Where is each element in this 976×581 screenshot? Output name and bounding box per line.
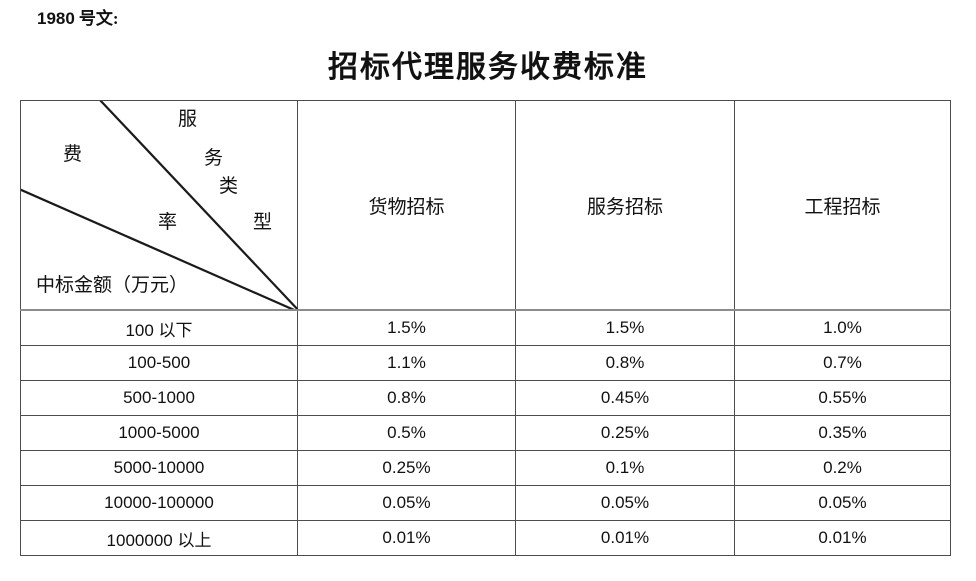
column-header-engineering: 工程招标 xyxy=(734,100,951,311)
goods-rate-cell: 0.25% xyxy=(297,450,516,486)
table-row: 1000-5000 0.5% 0.25% 0.35% xyxy=(20,415,951,451)
engineering-rate-cell: 0.2% xyxy=(734,450,951,486)
services-rate-cell: 0.01% xyxy=(515,520,735,556)
table-row: 1000000 以上 0.01% 0.01% 0.01% xyxy=(20,520,951,556)
amount-range-cell: 1000000 以上 xyxy=(20,520,298,556)
diagonal-line-lower xyxy=(21,188,295,309)
diagonal-line-upper xyxy=(99,101,298,309)
table-row: 500-1000 0.8% 0.45% 0.55% xyxy=(20,380,951,416)
table-row: 100-500 1.1% 0.8% 0.7% xyxy=(20,345,951,381)
services-rate-cell: 0.05% xyxy=(515,485,735,521)
column-header-goods: 货物招标 xyxy=(297,100,516,311)
column-header-services: 服务招标 xyxy=(515,100,735,311)
corner-rate-char: 率 xyxy=(158,212,178,233)
engineering-rate-cell: 0.7% xyxy=(734,345,951,381)
fee-standard-table: 服 务 类 型 费 率 中标金额（万元） 货物招标 服务招标 工程招标 100 … xyxy=(20,100,951,556)
services-rate-cell: 0.1% xyxy=(515,450,735,486)
amount-range-cell: 1000-5000 xyxy=(20,415,298,451)
goods-rate-cell: 1.1% xyxy=(297,345,516,381)
engineering-rate-cell: 0.05% xyxy=(734,485,951,521)
header-row: 服 务 类 型 费 率 中标金额（万元） 货物招标 服务招标 工程招标 xyxy=(20,100,951,311)
corner-service-type-char: 类 xyxy=(219,176,239,197)
doc-number-label: 号文: xyxy=(78,9,119,28)
doc-number: 1980 xyxy=(37,9,75,28)
engineering-rate-cell: 1.0% xyxy=(734,309,951,346)
engineering-rate-cell: 0.01% xyxy=(734,520,951,556)
corner-service-type-char: 型 xyxy=(253,212,273,233)
diagonal-divider-lines xyxy=(21,101,298,309)
corner-header-cell: 服 务 类 型 费 率 中标金额（万元） xyxy=(20,100,298,311)
goods-rate-cell: 0.01% xyxy=(297,520,516,556)
table-row: 5000-10000 0.25% 0.1% 0.2% xyxy=(20,450,951,486)
corner-amount-label: 中标金额（万元） xyxy=(36,275,189,296)
corner-rate-char: 费 xyxy=(63,144,83,165)
services-rate-cell: 0.45% xyxy=(515,380,735,416)
amount-range-cell: 10000-100000 xyxy=(20,485,298,521)
corner-service-type-char: 服 xyxy=(178,109,198,130)
amount-range-cell: 5000-10000 xyxy=(20,450,298,486)
amount-range-cell: 500-1000 xyxy=(20,380,298,416)
services-rate-cell: 0.25% xyxy=(515,415,735,451)
goods-rate-cell: 1.5% xyxy=(297,309,516,346)
table-row: 10000-100000 0.05% 0.05% 0.05% xyxy=(20,485,951,521)
goods-rate-cell: 0.8% xyxy=(297,380,516,416)
services-rate-cell: 0.8% xyxy=(515,345,735,381)
corner-service-type-char: 务 xyxy=(204,148,224,169)
goods-rate-cell: 0.05% xyxy=(297,485,516,521)
engineering-rate-cell: 0.35% xyxy=(734,415,951,451)
page-title: 招标代理服务收费标准 xyxy=(328,51,648,84)
doc-reference: 1980 号文: xyxy=(37,4,119,29)
services-rate-cell: 1.5% xyxy=(515,309,735,346)
goods-rate-cell: 0.5% xyxy=(297,415,516,451)
amount-range-cell: 100-500 xyxy=(20,345,298,381)
table-row: 100 以下 1.5% 1.5% 1.0% xyxy=(20,309,951,346)
engineering-rate-cell: 0.55% xyxy=(734,380,951,416)
amount-range-cell: 100 以下 xyxy=(20,309,298,346)
